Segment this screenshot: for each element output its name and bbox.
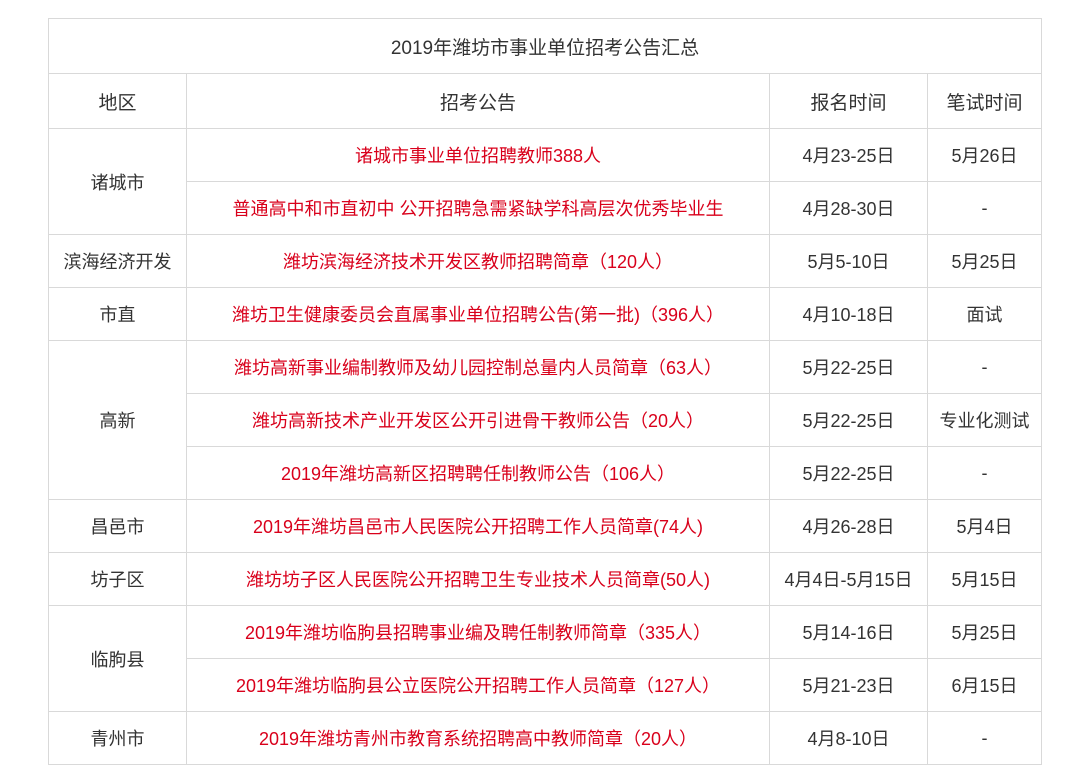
cell-notice[interactable]: 潍坊高新事业编制教师及幼儿园控制总量内人员简章（63人） — [187, 341, 770, 394]
cell-region: 滨海经济开发 — [49, 235, 187, 288]
table-row: 坊子区潍坊坊子区人民医院公开招聘卫生专业技术人员简章(50人)4月4日-5月15… — [49, 553, 1042, 606]
cell-exam: 专业化测试 — [927, 394, 1041, 447]
recruitment-table: 2019年潍坊市事业单位招考公告汇总 地区 招考公告 报名时间 笔试时间 诸城市… — [48, 18, 1042, 765]
cell-notice[interactable]: 潍坊卫生健康委员会直属事业单位招聘公告(第一批)（396人） — [187, 288, 770, 341]
cell-exam: - — [927, 447, 1041, 500]
cell-signup: 5月22-25日 — [769, 394, 927, 447]
cell-notice[interactable]: 普通高中和市直初中 公开招聘急需紧缺学科高层次优秀毕业生 — [187, 182, 770, 235]
cell-notice[interactable]: 2019年潍坊临朐县招聘事业编及聘任制教师简章（335人） — [187, 606, 770, 659]
table-row: 市直潍坊卫生健康委员会直属事业单位招聘公告(第一批)（396人）4月10-18日… — [49, 288, 1042, 341]
table-row: 滨海经济开发潍坊滨海经济技术开发区教师招聘简章（120人）5月5-10日5月25… — [49, 235, 1042, 288]
table-wrapper: 2019年潍坊市事业单位招考公告汇总 地区 招考公告 报名时间 笔试时间 诸城市… — [0, 0, 1080, 767]
table-row: 2019年潍坊临朐县公立医院公开招聘工作人员简章（127人）5月21-23日6月… — [49, 659, 1042, 712]
table-row: 高新潍坊高新事业编制教师及幼儿园控制总量内人员简章（63人）5月22-25日- — [49, 341, 1042, 394]
cell-notice[interactable]: 2019年潍坊临朐县公立医院公开招聘工作人员简章（127人） — [187, 659, 770, 712]
cell-signup: 4月23-25日 — [769, 129, 927, 182]
cell-exam: 5月25日 — [927, 606, 1041, 659]
table-row: 临朐县2019年潍坊临朐县招聘事业编及聘任制教师简章（335人）5月14-16日… — [49, 606, 1042, 659]
cell-notice[interactable]: 2019年潍坊高新区招聘聘任制教师公告（106人） — [187, 447, 770, 500]
cell-notice[interactable]: 潍坊坊子区人民医院公开招聘卫生专业技术人员简章(50人) — [187, 553, 770, 606]
cell-exam: 5月15日 — [927, 553, 1041, 606]
table-row: 昌邑市2019年潍坊昌邑市人民医院公开招聘工作人员简章(74人)4月26-28日… — [49, 500, 1042, 553]
cell-region: 青州市 — [49, 712, 187, 765]
cell-signup: 4月28-30日 — [769, 182, 927, 235]
cell-region: 坊子区 — [49, 553, 187, 606]
cell-signup: 4月8-10日 — [769, 712, 927, 765]
cell-signup: 5月14-16日 — [769, 606, 927, 659]
cell-region: 临朐县 — [49, 606, 187, 712]
cell-region: 高新 — [49, 341, 187, 500]
cell-exam: 面试 — [927, 288, 1041, 341]
cell-signup: 5月22-25日 — [769, 341, 927, 394]
header-row: 地区 招考公告 报名时间 笔试时间 — [49, 74, 1042, 129]
cell-region: 市直 — [49, 288, 187, 341]
cell-exam: 6月15日 — [927, 659, 1041, 712]
cell-signup: 5月22-25日 — [769, 447, 927, 500]
cell-exam: - — [927, 182, 1041, 235]
cell-signup: 5月5-10日 — [769, 235, 927, 288]
table-row: 青州市2019年潍坊青州市教育系统招聘高中教师简章（20人）4月8-10日- — [49, 712, 1042, 765]
col-header-region: 地区 — [49, 74, 187, 129]
cell-exam: - — [927, 341, 1041, 394]
cell-region: 诸城市 — [49, 129, 187, 235]
title-row: 2019年潍坊市事业单位招考公告汇总 — [49, 19, 1042, 74]
table-row: 诸城市诸城市事业单位招聘教师388人4月23-25日5月26日 — [49, 129, 1042, 182]
table-title: 2019年潍坊市事业单位招考公告汇总 — [49, 19, 1042, 74]
cell-notice[interactable]: 潍坊滨海经济技术开发区教师招聘简章（120人） — [187, 235, 770, 288]
table-row: 潍坊高新技术产业开发区公开引进骨干教师公告（20人）5月22-25日专业化测试 — [49, 394, 1042, 447]
col-header-notice: 招考公告 — [187, 74, 770, 129]
cell-signup: 4月10-18日 — [769, 288, 927, 341]
col-header-signup: 报名时间 — [769, 74, 927, 129]
table-body: 诸城市诸城市事业单位招聘教师388人4月23-25日5月26日普通高中和市直初中… — [49, 129, 1042, 765]
cell-notice[interactable]: 诸城市事业单位招聘教师388人 — [187, 129, 770, 182]
cell-signup: 5月21-23日 — [769, 659, 927, 712]
cell-exam: 5月26日 — [927, 129, 1041, 182]
cell-notice[interactable]: 潍坊高新技术产业开发区公开引进骨干教师公告（20人） — [187, 394, 770, 447]
cell-notice[interactable]: 2019年潍坊昌邑市人民医院公开招聘工作人员简章(74人) — [187, 500, 770, 553]
cell-exam: - — [927, 712, 1041, 765]
cell-exam: 5月4日 — [927, 500, 1041, 553]
cell-signup: 4月4日-5月15日 — [769, 553, 927, 606]
cell-notice[interactable]: 2019年潍坊青州市教育系统招聘高中教师简章（20人） — [187, 712, 770, 765]
cell-region: 昌邑市 — [49, 500, 187, 553]
cell-signup: 4月26-28日 — [769, 500, 927, 553]
table-row: 2019年潍坊高新区招聘聘任制教师公告（106人）5月22-25日- — [49, 447, 1042, 500]
table-row: 普通高中和市直初中 公开招聘急需紧缺学科高层次优秀毕业生4月28-30日- — [49, 182, 1042, 235]
col-header-exam: 笔试时间 — [927, 74, 1041, 129]
cell-exam: 5月25日 — [927, 235, 1041, 288]
